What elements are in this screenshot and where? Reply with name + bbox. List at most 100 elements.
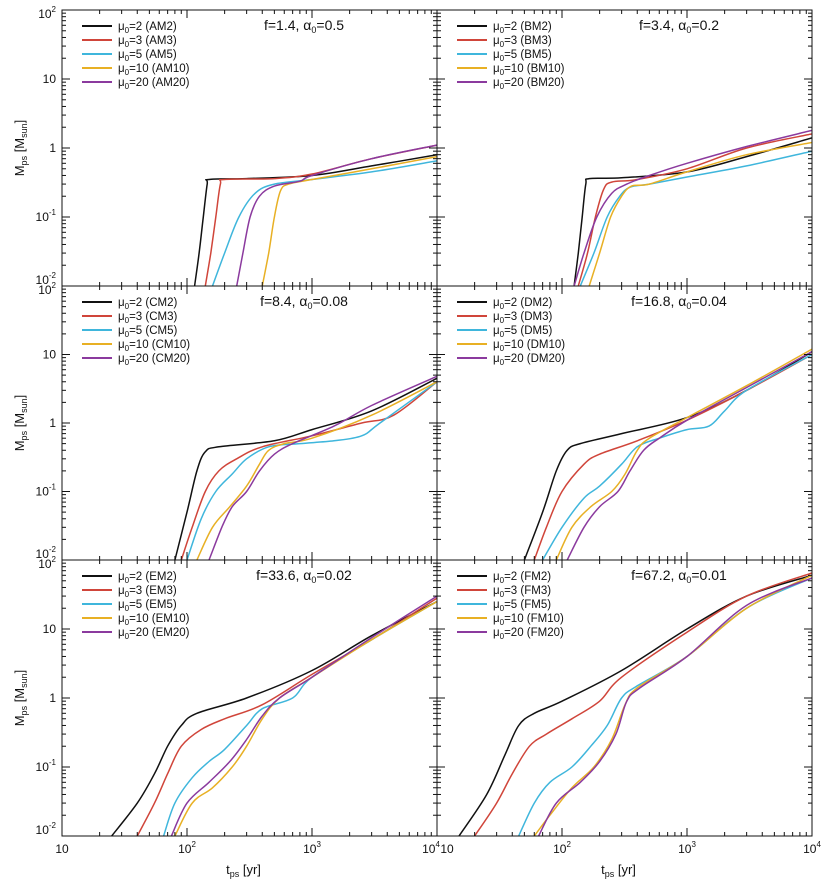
panel-F: 102 103 104 10 tps [yr] f=67.2, α0=0.01 μ0=2 (… [436, 559, 821, 879]
legend-entry-CM20: μ0=20 (CM20) [118, 353, 190, 367]
x-tick-label: 10 [440, 842, 454, 856]
series-line-EM5 [162, 600, 437, 836]
legend-entry-CM2: μ0=2 (CM2) [118, 297, 178, 311]
series-line-BM20 [573, 129, 812, 286]
y-tick-label: 10 [43, 72, 57, 86]
series-line-AM10 [261, 155, 437, 286]
legend-entry-BM20: μ0=20 (BM20) [493, 77, 565, 91]
x-tick-label: 10 [55, 842, 69, 856]
series-line-BM5 [579, 150, 812, 286]
series-line-FM20 [537, 577, 812, 836]
series-line-CM5 [186, 381, 437, 560]
panel-title: f=67.2, α0=0.01 [631, 567, 727, 585]
series-line-DM5 [541, 353, 812, 560]
y-tick-label: 102 [38, 555, 56, 571]
x-axis-label: tps [yr] [226, 862, 261, 879]
legend: μ0=2 (BM2)μ0=3 (BM3)μ0=5 (BM5)μ0=10 (BM1… [457, 21, 565, 91]
legend-entry-DM3: μ0=3 (DM3) [493, 311, 553, 325]
legend-entry-FM10: μ0=10 (FM10) [493, 613, 564, 627]
legend-entry-EM3: μ0=3 (EM3) [118, 585, 177, 599]
series-line-AM20 [235, 144, 437, 286]
legend: μ0=2 (AM2)μ0=3 (AM3)μ0=5 (AM5)μ0=10 (AM1… [82, 21, 190, 91]
legend: μ0=2 (EM2)μ0=3 (EM3)μ0=5 (EM5)μ0=10 (EM1… [82, 571, 190, 641]
legend: μ0=2 (FM2)μ0=3 (FM3)μ0=5 (FM5)μ0=10 (FM1… [457, 571, 564, 641]
legend-entry-EM20: μ0=20 (EM20) [118, 627, 190, 641]
panel-D: f=16.8, α0=0.04 μ0=2 (DM2)μ0=3 (DM3)μ0=5 … [436, 285, 813, 561]
y-tick-label: 1 [49, 141, 56, 155]
series-line-AM5 [211, 160, 437, 286]
series-line-CM3 [180, 381, 437, 560]
series-line-FM10 [533, 574, 812, 836]
y-tick-label: 10-1 [36, 483, 57, 499]
x-tick-label: 102 [178, 840, 196, 856]
series-line-DM10 [555, 348, 812, 560]
y-tick-label: 10 [43, 348, 57, 362]
panel-title: f=16.8, α0=0.04 [631, 293, 727, 311]
series-line-EM20 [170, 595, 437, 836]
y-axis-label: Mps [Msun] [12, 670, 29, 727]
panel-E: 10-2 10-1 1 10 102 Mps [Msun] 10 102 103 104 tps [… [12, 555, 440, 879]
legend-entry-FM3: μ0=3 (FM3) [493, 585, 551, 599]
panel-title: f=3.4, α0=0.2 [639, 17, 719, 35]
legend-entry-AM5: μ0=5 (AM5) [118, 49, 177, 63]
y-tick-label: 10-2 [36, 821, 57, 837]
series-line-BM3 [577, 133, 812, 286]
legend-entry-FM5: μ0=5 (FM5) [493, 599, 551, 613]
legend-entry-AM2: μ0=2 (AM2) [118, 21, 177, 35]
series-line-BM10 [588, 141, 812, 286]
x-tick-label: 103 [303, 840, 321, 856]
y-axis-label: Mps [Msun] [12, 395, 29, 452]
panel-title: f=1.4, α0=0.5 [264, 17, 344, 35]
legend-entry-CM10: μ0=10 (CM10) [118, 339, 190, 353]
series-line-AM2 [193, 153, 437, 286]
series-line-DM3 [533, 353, 812, 560]
legend-entry-DM20: μ0=20 (DM20) [493, 353, 565, 367]
series-line-CM10 [196, 381, 437, 560]
x-tick-label: 102 [553, 840, 571, 856]
legend-entry-EM5: μ0=5 (EM5) [118, 599, 177, 613]
panel-title: f=8.4, α0=0.08 [260, 293, 348, 311]
series-line-CM2 [174, 377, 437, 560]
legend-entry-BM5: μ0=5 (BM5) [493, 49, 552, 63]
series-line-DM2 [523, 350, 812, 560]
legend-entry-BM3: μ0=3 (BM3) [493, 35, 552, 49]
series-line-CM20 [208, 375, 437, 560]
legend: μ0=2 (CM2)μ0=3 (CM3)μ0=5 (CM5)μ0=10 (CM1… [82, 297, 190, 367]
y-axis-label: Mps [Msun] [12, 120, 29, 177]
y-tick-label: 1 [49, 416, 56, 430]
series-line-BM2 [573, 137, 812, 286]
y-tick-label: 10-1 [36, 208, 57, 224]
legend-entry-DM2: μ0=2 (DM2) [493, 297, 553, 311]
legend-entry-FM2: μ0=2 (FM2) [493, 571, 551, 585]
y-tick-label: 102 [38, 5, 56, 21]
legend-entry-FM20: μ0=20 (FM20) [493, 627, 564, 641]
panel-B: f=3.4, α0=0.2 μ0=2 (BM2)μ0=3 (BM3)μ0=5 (B… [436, 9, 813, 287]
x-tick-label: 103 [678, 840, 696, 856]
legend-entry-BM2: μ0=2 (BM2) [493, 21, 552, 35]
legend-entry-CM5: μ0=5 (CM5) [118, 325, 178, 339]
legend-entry-AM3: μ0=3 (AM3) [118, 35, 177, 49]
y-tick-label: 10 [43, 622, 57, 636]
series-line-FM3 [473, 572, 812, 836]
series-line-EM2 [110, 600, 437, 836]
legend-entry-BM10: μ0=10 (BM10) [493, 63, 565, 77]
legend-entry-CM3: μ0=3 (CM3) [118, 311, 178, 325]
x-tick-label: 104 [803, 840, 821, 856]
y-tick-label: 1 [49, 691, 56, 705]
y-tick-label: 102 [38, 281, 56, 297]
legend-entry-EM10: μ0=10 (EM10) [118, 613, 190, 627]
legend-entry-DM10: μ0=10 (DM10) [493, 339, 565, 353]
legend-entry-EM2: μ0=2 (EM2) [118, 571, 177, 585]
series-line-DM20 [566, 350, 812, 560]
legend-entry-AM10: μ0=10 (AM10) [118, 63, 190, 77]
series-line-EM10 [174, 600, 437, 836]
x-tick-label: 104 [422, 840, 440, 856]
panel-title: f=33.6, α0=0.02 [256, 567, 352, 585]
legend-entry-AM20: μ0=20 (AM20) [118, 77, 190, 91]
series-line-FM2 [458, 574, 812, 836]
y-tick-label: 10-1 [36, 758, 57, 774]
legend: μ0=2 (DM2)μ0=3 (DM3)μ0=5 (DM5)μ0=10 (DM1… [457, 297, 565, 367]
